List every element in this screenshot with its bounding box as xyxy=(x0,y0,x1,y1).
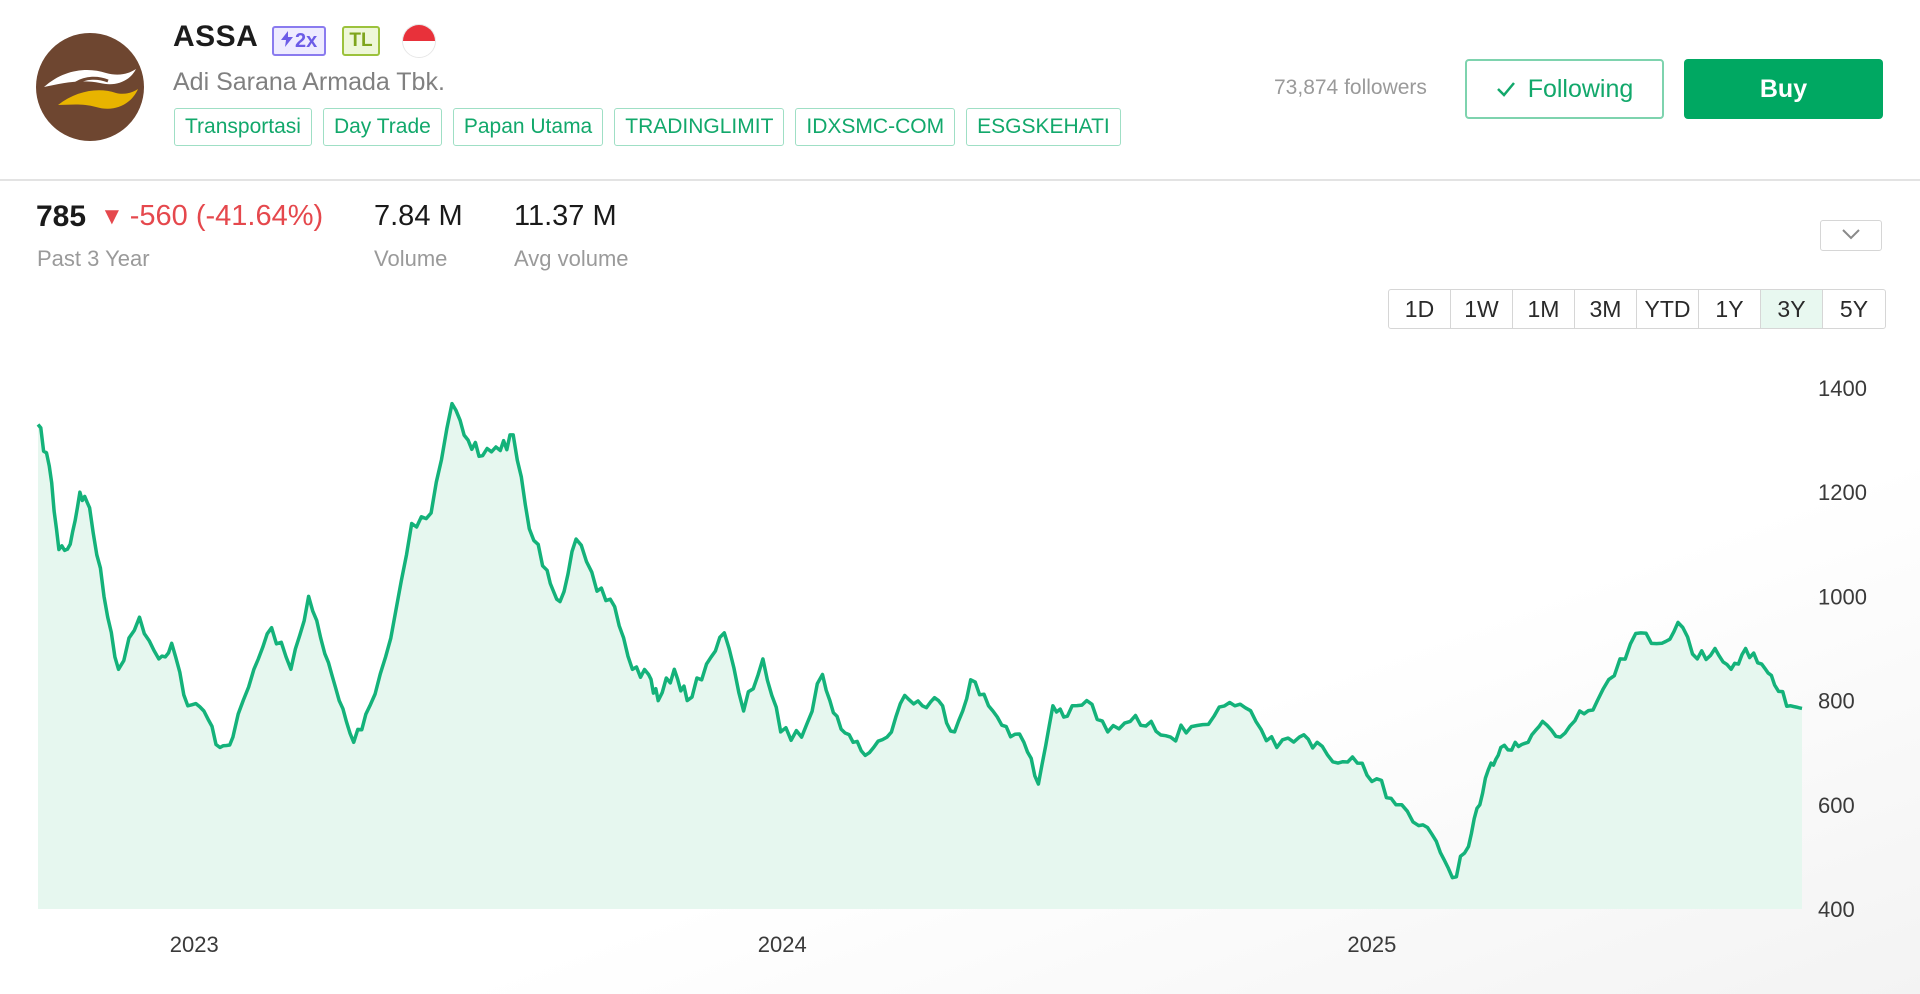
trading-limit-badge: TL xyxy=(342,26,380,56)
range-5y[interactable]: 5Y xyxy=(1839,295,1869,322)
price-chart-svg: 1400 1200 1000 800 600 400 2023 2024 2025 xyxy=(36,376,1867,957)
tag-list: Transportasi Day Trade Papan Utama TRADI… xyxy=(174,108,1121,146)
chevron-down-icon xyxy=(1841,227,1861,245)
company-logo-icon xyxy=(36,33,144,141)
tag-papan-utama[interactable]: Papan Utama xyxy=(452,108,604,146)
avg-volume-label: Avg volume xyxy=(514,246,629,271)
range-3m[interactable]: 3M xyxy=(1575,290,1637,328)
tag-esgskehati[interactable]: ESGSKEHATI xyxy=(966,108,1121,146)
price-change-value: -560 (-41.64%) xyxy=(129,200,324,232)
range-1w[interactable]: 1W xyxy=(1451,290,1513,328)
down-triangle-icon: ▼ xyxy=(100,202,124,230)
range-1d[interactable]: 1D xyxy=(1389,290,1451,328)
tag-idxsmc-com[interactable]: IDXSMC-COM xyxy=(795,108,956,146)
avg-volume-value: 11.37 M xyxy=(514,200,617,232)
x-tick-label: 2024 xyxy=(758,932,807,957)
price-chart[interactable]: 1400 1200 1000 800 600 400 2023 2024 2025 xyxy=(0,350,1920,994)
range-3y[interactable]: 3Y xyxy=(1761,290,1823,328)
y-tick-label: 1400 xyxy=(1818,376,1867,401)
tag-day-trade[interactable]: Day Trade xyxy=(322,108,442,146)
range-ytd[interactable]: YTD xyxy=(1637,290,1699,328)
last-price: 785 xyxy=(36,200,87,233)
followers-count: 73,874 followers xyxy=(1274,76,1427,99)
company-name: Adi Sarana Armada Tbk. xyxy=(173,68,445,96)
tag-tradinglimit[interactable]: TRADINGLIMIT xyxy=(614,108,785,146)
y-tick-label: 400 xyxy=(1818,897,1855,922)
check-icon xyxy=(1496,75,1516,104)
chart-options-dropdown[interactable] xyxy=(1820,220,1882,251)
period-label: Past 3 Year xyxy=(37,246,150,271)
range-1m[interactable]: 1M xyxy=(1513,290,1575,328)
price-line xyxy=(36,401,1803,880)
price-area-fill xyxy=(38,403,1802,909)
price-change: ▼ -560 (-41.64%) xyxy=(100,200,323,233)
leverage-badge: 2x xyxy=(272,26,327,56)
y-tick-label: 1000 xyxy=(1818,584,1867,609)
buy-button[interactable]: Buy xyxy=(1684,59,1883,119)
range-1y[interactable]: 1Y xyxy=(1699,290,1761,328)
following-button-label: Following xyxy=(1527,74,1634,103)
x-tick-label: 2023 xyxy=(170,932,219,957)
stock-header: ASSA 2x TL Adi Sarana Armada Tbk. Transp… xyxy=(0,0,1920,181)
volume-label: Volume xyxy=(374,246,448,271)
y-tick-label: 600 xyxy=(1818,793,1855,818)
lightning-icon xyxy=(281,28,293,54)
y-tick-label: 1200 xyxy=(1818,480,1867,505)
ticker-symbol: ASSA xyxy=(173,20,259,53)
volume-value: 7.84 M xyxy=(374,200,463,232)
following-button[interactable]: Following xyxy=(1465,59,1664,119)
indonesia-flag-icon xyxy=(402,24,436,58)
range-selector: 1D 1W 1M 3M YTD 1Y 3Y 5Y xyxy=(1388,289,1886,329)
y-tick-label: 800 xyxy=(1818,689,1855,714)
x-tick-label: 2025 xyxy=(1347,932,1396,957)
leverage-badge-label: 2x xyxy=(295,30,318,52)
tag-transportasi[interactable]: Transportasi xyxy=(174,108,312,146)
